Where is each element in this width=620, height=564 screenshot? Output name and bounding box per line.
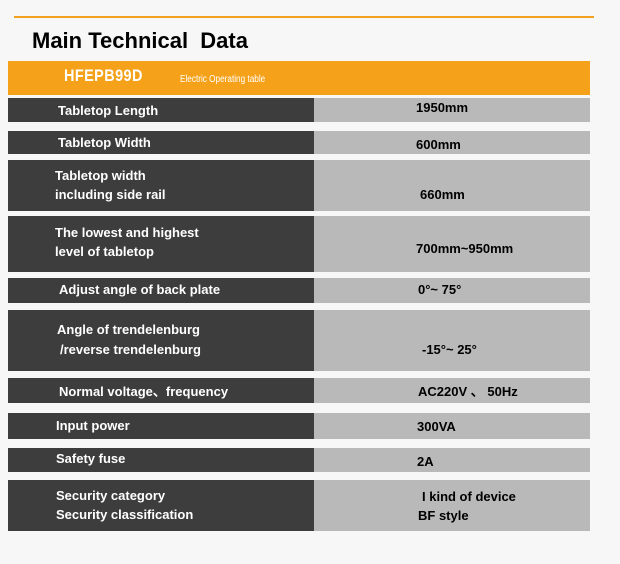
spec-row-security: Security category Security classificatio… <box>8 480 590 531</box>
spec-value-line: 600mm <box>416 137 461 152</box>
spec-row-width-with-rail: Tabletop width including side rail 660mm <box>8 160 590 211</box>
page-title: Main Technical Data <box>32 28 248 53</box>
spec-value: 1950mm <box>314 98 590 122</box>
spec-label: Adjust angle of back plate <box>8 278 314 303</box>
spec-row-tabletop-length: Tabletop Length 1950mm <box>8 98 590 122</box>
spec-value-line: 700mm~950mm <box>416 241 514 256</box>
spec-label: Security category Security classificatio… <box>8 480 314 531</box>
spec-row-tabletop-width: Tabletop Width 600mm <box>8 131 590 154</box>
spec-value: 660mm <box>314 160 590 211</box>
model-banner: HFEPB99D Electric Operating table <box>8 61 590 95</box>
spec-label-line: Normal voltage、frequency <box>59 384 229 399</box>
spec-label-line: Tabletop Width <box>58 135 151 150</box>
spec-value-line: 0°~ 75° <box>418 282 462 297</box>
spec-label-line: Security classification <box>56 507 194 522</box>
spec-label-line: The lowest and highest <box>55 225 199 240</box>
spec-value: AC220V 、 50Hz <box>314 378 590 403</box>
spec-label: Tabletop width including side rail <box>8 160 314 211</box>
spec-label: Input power <box>8 413 314 439</box>
spec-value-line: I kind of device <box>422 489 516 504</box>
spec-value-line: -15°~ 25° <box>422 342 477 357</box>
model-name: HFEPB99D <box>64 66 143 85</box>
spec-value-line: AC220V 、 50Hz <box>418 384 518 399</box>
spec-value: 0°~ 75° <box>314 278 590 303</box>
spec-value-line: 2A <box>417 454 434 469</box>
spec-value-line: 1950mm <box>416 100 469 115</box>
spec-label: The lowest and highest level of tabletop <box>8 216 314 272</box>
spec-label: Safety fuse <box>8 448 314 472</box>
model-description: Electric Operating table <box>180 74 266 85</box>
spec-value: 600mm <box>314 131 590 154</box>
spec-row-input-power: Input power 300VA <box>8 413 590 439</box>
spec-label-line: Adjust angle of back plate <box>59 282 221 297</box>
spec-row-trendelenburg: Angle of trendelenburg /reverse trendele… <box>8 310 590 371</box>
spec-label-line: Angle of trendelenburg <box>57 322 200 337</box>
spec-row-safety-fuse: Safety fuse 2A <box>8 448 590 472</box>
spec-value: 300VA <box>314 413 590 439</box>
spec-value-line: 660mm <box>420 187 465 202</box>
spec-label-line: including side rail <box>55 187 166 202</box>
top-divider <box>14 16 594 18</box>
spec-label-line: Tabletop width <box>55 168 146 183</box>
spec-label: Angle of trendelenburg /reverse trendele… <box>8 310 314 371</box>
spec-label: Tabletop Width <box>8 131 314 154</box>
spec-label-line: level of tabletop <box>55 244 154 259</box>
spec-label-line: Security category <box>56 488 166 503</box>
spec-value-line: BF style <box>418 508 469 523</box>
spec-value-line: 300VA <box>417 419 456 434</box>
spec-label: Normal voltage、frequency <box>8 378 314 403</box>
spec-value: I kind of device BF style <box>314 480 590 531</box>
spec-value: 2A <box>314 448 590 472</box>
spec-row-table-height: The lowest and highest level of tabletop… <box>8 216 590 272</box>
spec-label-line: /reverse trendelenburg <box>60 342 201 357</box>
spec-row-voltage-frequency: Normal voltage、frequency AC220V 、 50Hz <box>8 378 590 403</box>
spec-value: -15°~ 25° <box>314 310 590 371</box>
spec-value: 700mm~950mm <box>314 216 590 272</box>
spec-label-line: Tabletop Length <box>58 103 159 118</box>
spec-row-back-plate-angle: Adjust angle of back plate 0°~ 75° <box>8 278 590 303</box>
spec-label-line: Safety fuse <box>56 451 126 466</box>
spec-label-line: Input power <box>56 418 130 433</box>
spec-label: Tabletop Length <box>8 98 314 122</box>
